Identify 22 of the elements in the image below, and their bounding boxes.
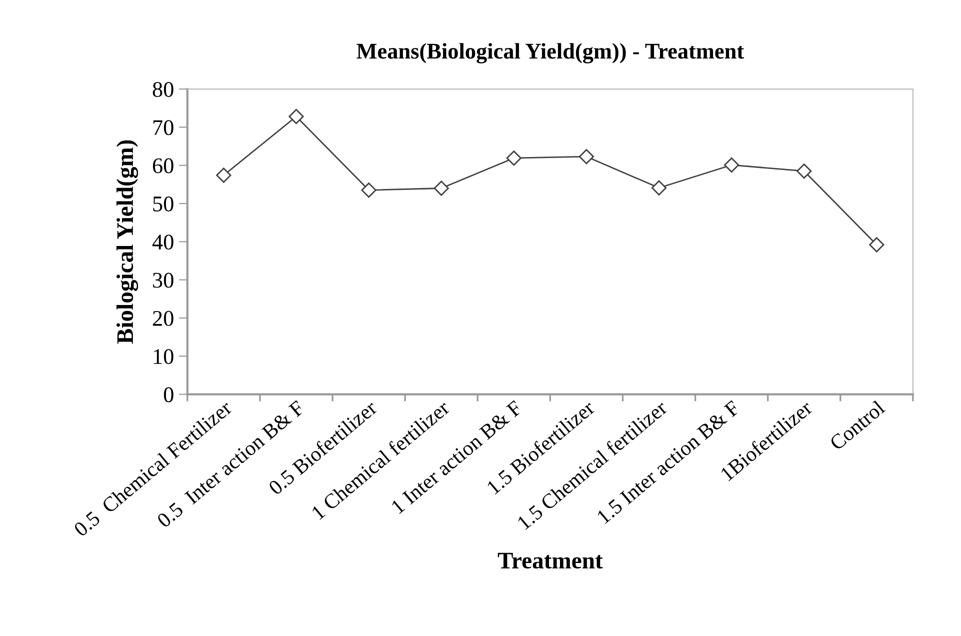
point (796, 164, 812, 179)
y-tick-label: 0 (164, 387, 174, 402)
point (869, 237, 884, 252)
y-tick-label: 20 (152, 310, 174, 326)
point (434, 180, 449, 196)
point (361, 182, 376, 198)
y-axis-title: Biological Yield(gm) (116, 140, 138, 344)
y-tick-label: 60 (152, 158, 174, 174)
point (216, 168, 232, 183)
y-tick-label: 80 (152, 82, 174, 97)
y-tick-label: 40 (152, 234, 174, 250)
point (651, 180, 667, 196)
point (578, 149, 594, 164)
point (724, 157, 740, 173)
y-tick-label: 30 (153, 272, 174, 288)
x-axis-title: Treatment (498, 552, 603, 569)
y-tick-label: 70 (153, 120, 174, 136)
chart-title: Means(Biological Yield(gm)) - Treatment (356, 43, 744, 64)
y-tick-label: 50 (153, 196, 174, 212)
point (288, 108, 304, 124)
y-tick-label: 10 (154, 349, 174, 364)
point (506, 150, 522, 166)
